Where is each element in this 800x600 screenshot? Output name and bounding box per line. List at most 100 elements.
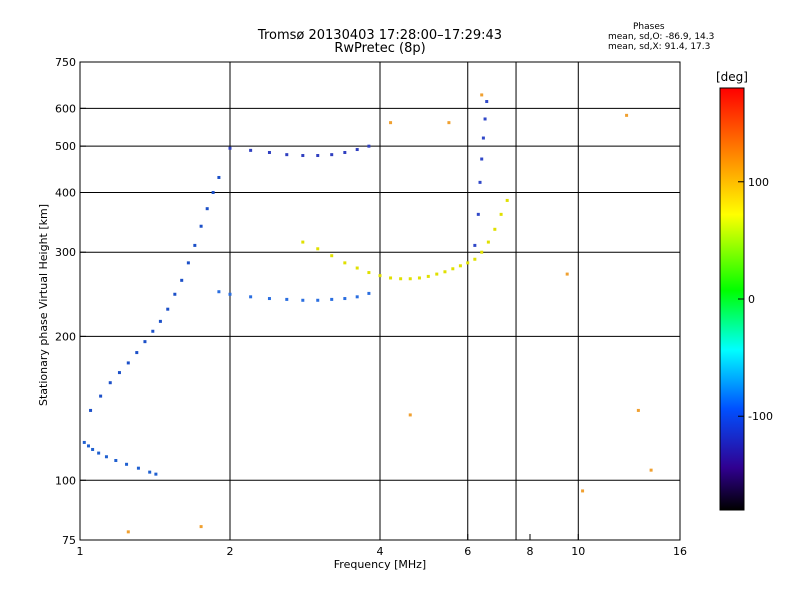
data-point [199, 224, 203, 228]
data-point [126, 530, 130, 534]
data-point [108, 381, 112, 385]
data-point [249, 148, 253, 152]
colorbar-tick-label: -100 [748, 410, 773, 423]
data-point [186, 261, 190, 265]
colorbar-tick-label: 0 [748, 293, 755, 306]
data-point [228, 292, 232, 296]
data-point [82, 440, 86, 444]
data-point [389, 121, 393, 125]
data-point [480, 93, 484, 97]
phase-stats-x: mean, sd,X: 91.4, 17.3 [608, 42, 711, 52]
data-point [166, 307, 170, 311]
data-point [473, 257, 477, 261]
colorbar-tick-label: 100 [748, 176, 769, 189]
data-point [267, 297, 271, 301]
data-point [499, 212, 503, 216]
data-point [199, 525, 203, 529]
y-tick-label: 500 [55, 140, 76, 153]
y-tick-labels: 75 100 200 300 400 500 600 750 [55, 56, 86, 547]
data-point [154, 472, 158, 476]
x-tick-label: 2 [227, 545, 234, 558]
data-point [458, 264, 462, 268]
data-point [217, 175, 221, 179]
data-point [493, 227, 497, 231]
data-point [136, 466, 140, 470]
y-tick-label: 300 [55, 246, 76, 259]
data-point [505, 198, 509, 202]
data-point [86, 444, 90, 448]
data-point [636, 408, 640, 412]
data-point [478, 180, 482, 184]
data-point [285, 153, 289, 157]
data-point [211, 190, 215, 194]
data-point [228, 146, 232, 150]
data-point [125, 462, 129, 466]
y-tick-label: 100 [55, 474, 76, 487]
y-axis-label: Stationary phase Virtual Height [km] [37, 204, 50, 406]
data-point [417, 276, 421, 280]
data-point [148, 470, 152, 474]
data-point [480, 157, 484, 161]
data-point [330, 297, 334, 301]
data-point [481, 136, 485, 140]
data-point [99, 394, 103, 398]
x-tick-label: 1 [77, 545, 84, 558]
data-point [180, 278, 184, 282]
data-point [135, 351, 139, 355]
data-point [466, 261, 470, 265]
data-point [447, 121, 451, 125]
data-point [399, 277, 403, 281]
data-point [485, 100, 489, 104]
y-tick-label: 750 [55, 56, 76, 69]
data-point [173, 292, 177, 296]
data-point [451, 267, 455, 271]
data-point [367, 291, 371, 295]
data-point [89, 408, 93, 412]
colorbar: 100 0 -100 [719, 87, 773, 511]
y-tick-label: 400 [55, 186, 76, 199]
data-point [367, 144, 371, 148]
y-tick-label: 600 [55, 102, 76, 115]
chart-subtitle: RwPretec (8p) [334, 41, 426, 56]
data-point [126, 361, 130, 365]
data-point [249, 295, 253, 299]
x-tick-label: 6 [464, 545, 471, 558]
x-tick-label: 4 [377, 545, 384, 558]
data-point [486, 240, 490, 244]
data-point [217, 290, 221, 294]
gridlines [80, 62, 680, 540]
data-point [301, 154, 305, 158]
data-point [97, 451, 101, 455]
data-point [301, 240, 305, 244]
data-point [649, 468, 653, 472]
data-point [301, 298, 305, 302]
x-tick-labels: 1 2 4 6 8 10 16 [77, 534, 687, 558]
data-point [104, 455, 108, 459]
data-point [343, 150, 347, 154]
data-point [378, 274, 382, 278]
y-tick-label: 200 [55, 330, 76, 343]
data-point [473, 243, 477, 247]
data-point [343, 261, 347, 265]
data-point [355, 295, 359, 299]
data-point [158, 319, 162, 323]
x-tick-label: 16 [673, 545, 687, 558]
y-tick-label: 75 [62, 534, 76, 547]
data-point [193, 243, 197, 247]
x-tick-label: 8 [527, 545, 534, 558]
data-point [316, 247, 320, 251]
chart-title: Tromsø 20130403 17:28:00–17:29:43 [257, 28, 503, 43]
phase-stats: Phases mean, sd,O: -86.9, 14.3 mean, sd,… [608, 22, 788, 52]
data-point [443, 270, 447, 274]
data-point [408, 277, 412, 281]
data-point [316, 154, 320, 158]
data-point [330, 153, 334, 157]
data-point [143, 340, 147, 344]
data-point [483, 117, 487, 121]
data-point [114, 458, 118, 462]
data-point [581, 489, 585, 493]
data-point [117, 371, 121, 375]
data-point [316, 298, 320, 302]
data-point [408, 413, 412, 417]
